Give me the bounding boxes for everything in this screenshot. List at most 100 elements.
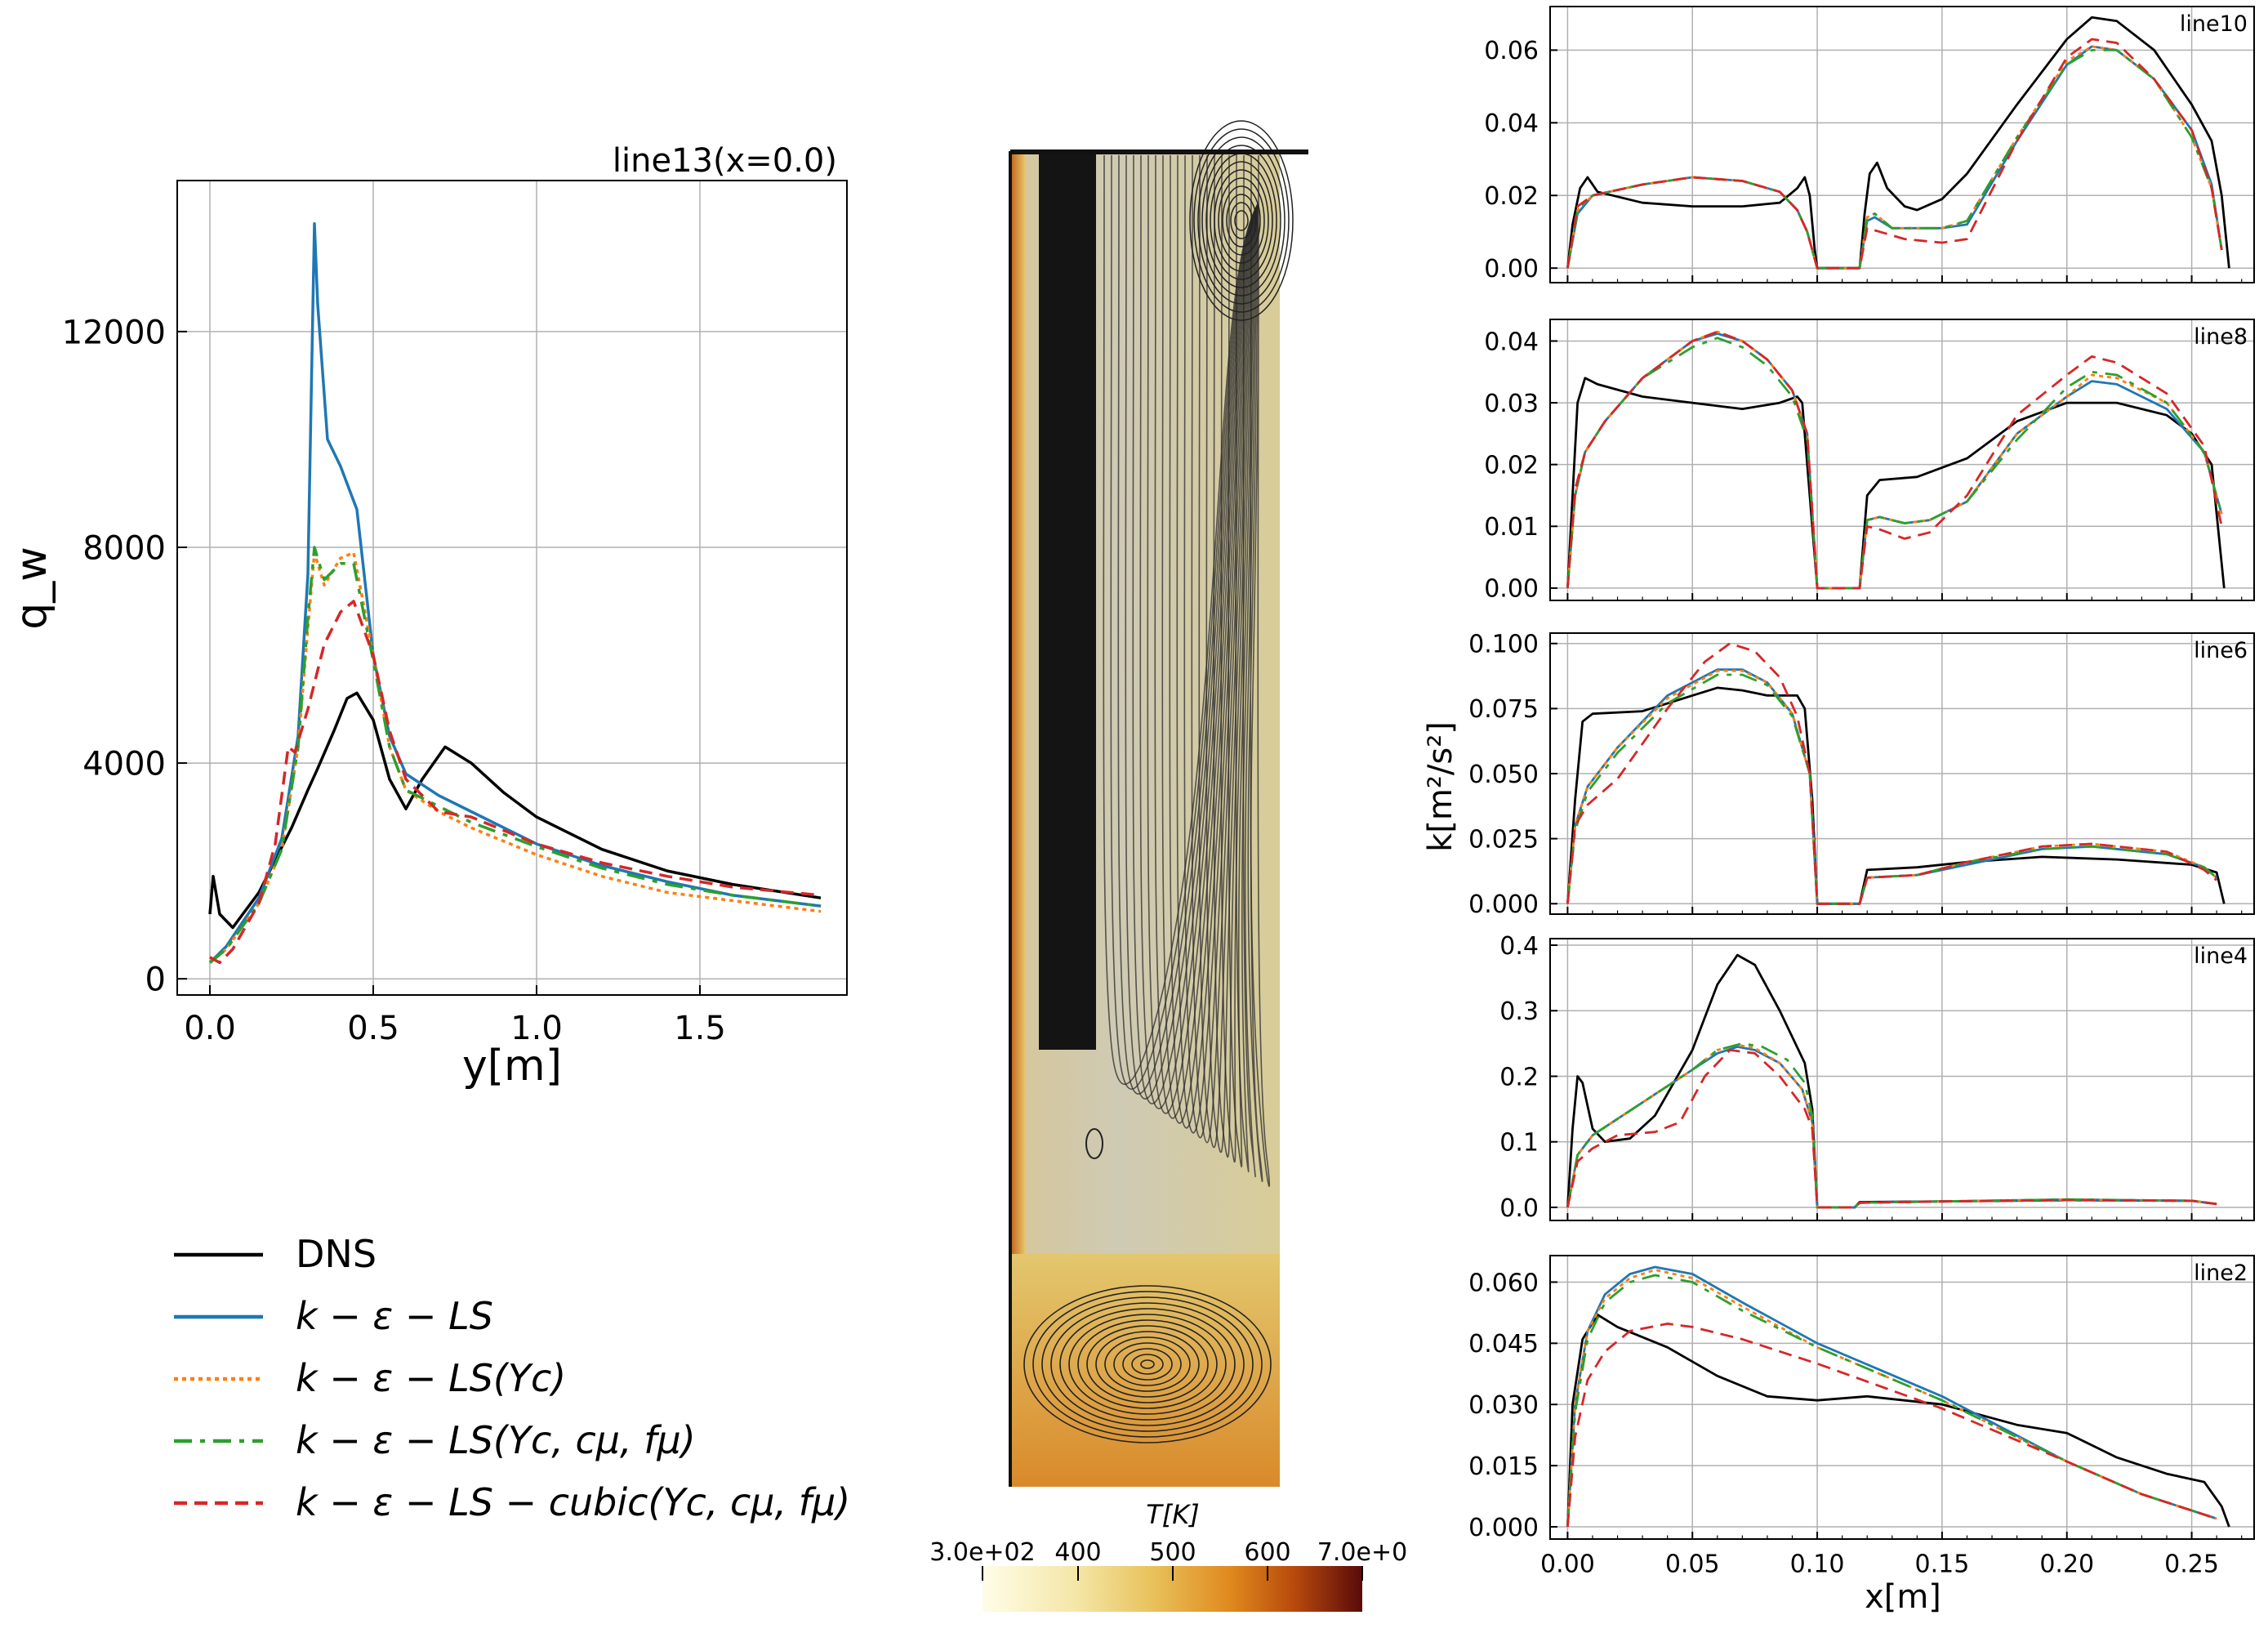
series-DNS [1566, 377, 2226, 590]
series-DNS [1566, 1314, 2230, 1528]
series-lines [1566, 16, 2230, 270]
panel-label: line10 [2180, 11, 2248, 37]
series-DNS [1566, 16, 2230, 270]
legend-label: k − ε − LS(Yc) [296, 1356, 566, 1400]
y-tick-label: 0.2 [1499, 1063, 1539, 1091]
x-tick-label: 0.10 [1790, 1550, 1845, 1579]
streamline [1242, 154, 1259, 1177]
y-axis-label: q_w [7, 547, 56, 630]
top-right-vortex-ring [1189, 120, 1294, 321]
series-LS_Yc [208, 551, 822, 964]
y-tick-label: 0.02 [1484, 182, 1539, 211]
panel-label: line6 [2194, 638, 2248, 663]
series-lines [1566, 642, 2226, 905]
streamline [1235, 154, 1259, 1173]
top-right-vortex-ring [1214, 169, 1269, 272]
panel-line10: 0.00 0.02 0.04 0.06 line10 [1484, 6, 2255, 283]
series-LS_Yc_cmu_fmu [208, 546, 822, 964]
streamline [1250, 154, 1271, 1187]
x-tick-label: 0.15 [1915, 1550, 1970, 1579]
grid-lines [1550, 1256, 2254, 1539]
panel-label: line4 [2194, 944, 2248, 969]
series-lines [1566, 330, 2226, 590]
x-axis-label: y[m] [462, 1042, 562, 1091]
series-LS_Yc [1566, 1043, 2217, 1209]
y-axis-label-right: k[m²/s²] [1422, 721, 1459, 852]
panel-frame [1549, 6, 2255, 283]
top-right-vortex-ring [1222, 185, 1261, 256]
panel-line2: 0.000 0.015 0.030 0.045 0.060 0.00 0.05 0.10 0.1… [1468, 1255, 2255, 1579]
top-right-vortex-ring [1230, 202, 1253, 239]
temperature-colorbar: T[K] 3.0e+02 400 500 600 7.0e+0 [929, 1499, 1407, 1612]
series-LS [1566, 1265, 2217, 1528]
bottom-vortex-ring [1077, 1319, 1218, 1409]
y-tick-label: 12000 [62, 314, 166, 351]
y-tick-label: 0 [145, 962, 166, 999]
streamline [1183, 154, 1259, 1139]
bottom-vortex-ring [1113, 1342, 1182, 1386]
series-LS [1566, 332, 2223, 590]
series-lines [1566, 953, 2217, 1209]
streamline [1132, 154, 1259, 1104]
series-LS_Yc [1566, 669, 2217, 905]
top-right-vortex-ring [1218, 177, 1265, 264]
y-tick-label: 0.015 [1468, 1452, 1539, 1481]
x-tick-label: 0.5 [347, 1010, 399, 1047]
temperature-contour-image [1009, 120, 1308, 1487]
series-DNS [1566, 686, 2226, 905]
streamline [1147, 154, 1259, 1114]
axis-ticks: 0.0 0.1 0.2 0.3 0.4 [1499, 932, 2243, 1223]
series-DNS [1566, 953, 2217, 1209]
y-tick-label: 0.100 [1468, 631, 1539, 659]
x-tick-label: 0.0 [184, 1010, 236, 1047]
downward-jet-streamlines [1039, 151, 1096, 1050]
y-tick-label: 0.060 [1468, 1269, 1539, 1297]
series-LS_Yc_cmu_fmu [1566, 337, 2223, 590]
y-tick-label: 0.025 [1468, 825, 1539, 854]
top-right-vortex-ring [1210, 161, 1273, 280]
axis-ticks: 0.000 0.025 0.050 0.075 0.100 [1468, 631, 2243, 919]
bottom-vortex-ring [1023, 1285, 1272, 1443]
top-right-vortex-ring [1234, 210, 1249, 231]
series-LS [1566, 45, 2223, 270]
legend: DNS k − ε − LS k − ε − LS(Yc) k − ε − LS(Yc… [174, 1232, 850, 1524]
streamline [1205, 154, 1259, 1153]
x-tick-label: 0.05 [1665, 1550, 1720, 1579]
streamline [1220, 154, 1259, 1162]
axis-ticks: 0 4000 8000 12000 0.0 0.5 1.0 1.5 [62, 314, 726, 1047]
series-DNS [208, 691, 822, 930]
series-LS_Yc_cmu_fmu [1566, 1042, 2217, 1209]
streamline [1117, 154, 1259, 1095]
series-LS_cubic [209, 600, 822, 965]
grid-lines [1550, 939, 2254, 1220]
top-right-vortex-ring [1197, 136, 1285, 305]
legend-label: DNS [296, 1232, 377, 1276]
panel-line8: 0.00 0.01 0.02 0.03 0.04 line8 [1484, 319, 2255, 604]
bottom-vortex-ring [1032, 1291, 1263, 1438]
y-tick-label: 0.00 [1484, 575, 1539, 604]
colorbar-tick-label: 500 [1149, 1538, 1196, 1567]
y-tick-label: 4000 [82, 745, 166, 783]
colorbar-tick-label: 400 [1054, 1538, 1101, 1567]
y-tick-label: 0.030 [1468, 1391, 1539, 1420]
panel-line4: 0.0 0.1 0.2 0.3 0.4 line4 [1499, 932, 2255, 1223]
y-tick-label: 0.02 [1484, 451, 1539, 480]
x-tick-label: 1.0 [510, 1010, 563, 1047]
x-tick-label: 0.20 [2039, 1550, 2094, 1579]
series-lines [208, 222, 822, 965]
series-LS_cubic [1566, 330, 2223, 590]
y-tick-label: 0.000 [1468, 890, 1539, 919]
y-tick-label: 0.1 [1499, 1129, 1539, 1158]
small-vortex-ring [1085, 1128, 1103, 1159]
y-tick-label: 0.06 [1484, 37, 1539, 65]
streamline [1139, 154, 1259, 1109]
y-tick-label: 0.3 [1499, 997, 1539, 1026]
series-LS_Yc_cmu_fmu [1566, 1274, 2217, 1528]
bottom-vortex-ring [1140, 1359, 1155, 1369]
y-tick-label: 0.01 [1484, 513, 1539, 542]
streamline [1247, 154, 1263, 1182]
series-LS_cubic [1566, 642, 2217, 905]
axis-ticks: 0.000 0.015 0.030 0.045 0.060 0.00 0.05 0.10 0.1… [1468, 1269, 2243, 1579]
grid-lines [1550, 633, 2254, 914]
